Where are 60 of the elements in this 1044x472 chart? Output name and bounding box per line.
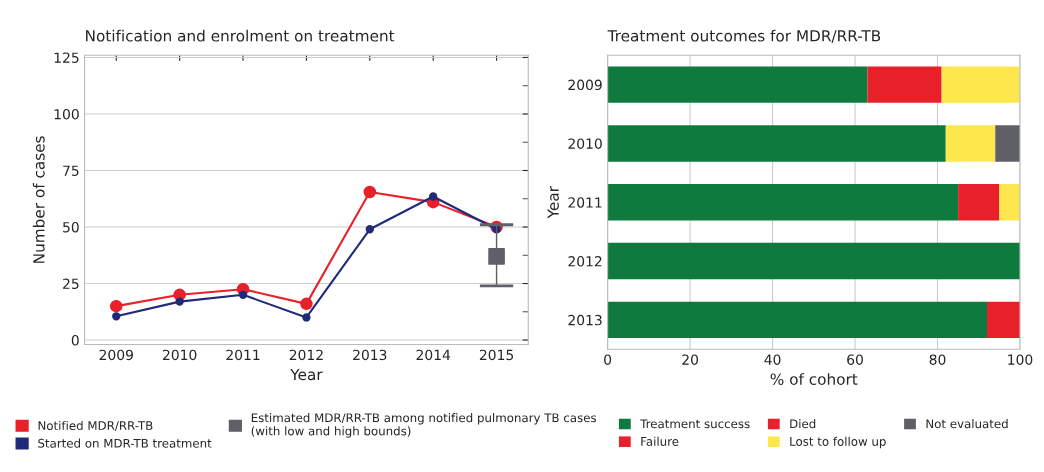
point [175,297,184,306]
x-tick-label: 2010 [162,349,197,361]
point [363,185,377,199]
x-tick-label: 2009 [99,349,133,361]
y-tick-label: 75 [63,165,79,176]
x-axis-title: % of cohort [770,373,858,385]
bar [995,125,1020,162]
legend-label: Notified MDR/RR-TB [38,420,153,431]
bar [945,125,996,162]
y-axis-title: Number of cases [32,136,45,263]
x-axis-title: Year [290,368,323,381]
legend-label: Not evaluated [926,419,1008,429]
legend-label: Died [790,419,816,429]
bar [607,301,987,339]
y-tick-label: 2013 [568,314,602,326]
point [238,290,248,299]
y-tick-label: 125 [54,52,79,63]
chart-title: Notification and enrolment on treatment [86,29,395,42]
point [300,297,313,311]
x-tick-label: 2012 [289,349,323,361]
bar [941,66,1020,103]
bar [607,242,1020,280]
bar [958,184,1000,221]
legend-label: Treatment success [640,419,750,429]
point [488,248,505,265]
legend-label: Started on MDR-TB treatment [38,438,212,448]
x-tick-label: 80 [929,354,946,365]
legend-label: Lost to follow up [790,436,886,449]
x-tick-label: 40 [764,354,781,365]
x-tick-label: 100 [1008,354,1033,365]
point [302,313,311,322]
y-tick-label: 50 [63,221,79,233]
y-tick-label: 2011 [568,197,602,208]
x-tick-label: 2011 [226,349,260,361]
x-tick-label: 2014 [416,349,451,361]
bar [867,66,942,103]
x-tick-label: 2015 [479,349,514,361]
point [110,299,123,313]
bar [607,125,946,162]
y-tick-label: 2009 [568,79,602,91]
y-tick-label: 2010 [568,138,602,149]
legend-label: Estimated MDR/RR-TB among notified pulmonary TB cases (with low and high bounds) [251,413,597,438]
bar [999,184,1020,221]
x-tick-label: 0 [604,354,612,365]
y-tick-label: 0 [71,335,79,346]
legend-label: Failure [641,436,679,446]
y-tick-label: 100 [54,108,79,120]
point [112,312,121,321]
y-tick-label: 25 [63,278,79,289]
point [429,192,438,201]
y-tick-label: 2012 [568,256,602,267]
y-axis-title: Year [547,186,559,219]
x-tick-label: 20 [682,354,698,365]
point [365,225,374,234]
bar [607,66,868,103]
bar [607,184,959,221]
chart-title: Treatment outcomes for MDR/RR-TB [607,29,881,43]
x-tick-label: 2013 [353,349,387,361]
x-tick-label: 60 [847,354,863,365]
bar [987,301,1020,339]
